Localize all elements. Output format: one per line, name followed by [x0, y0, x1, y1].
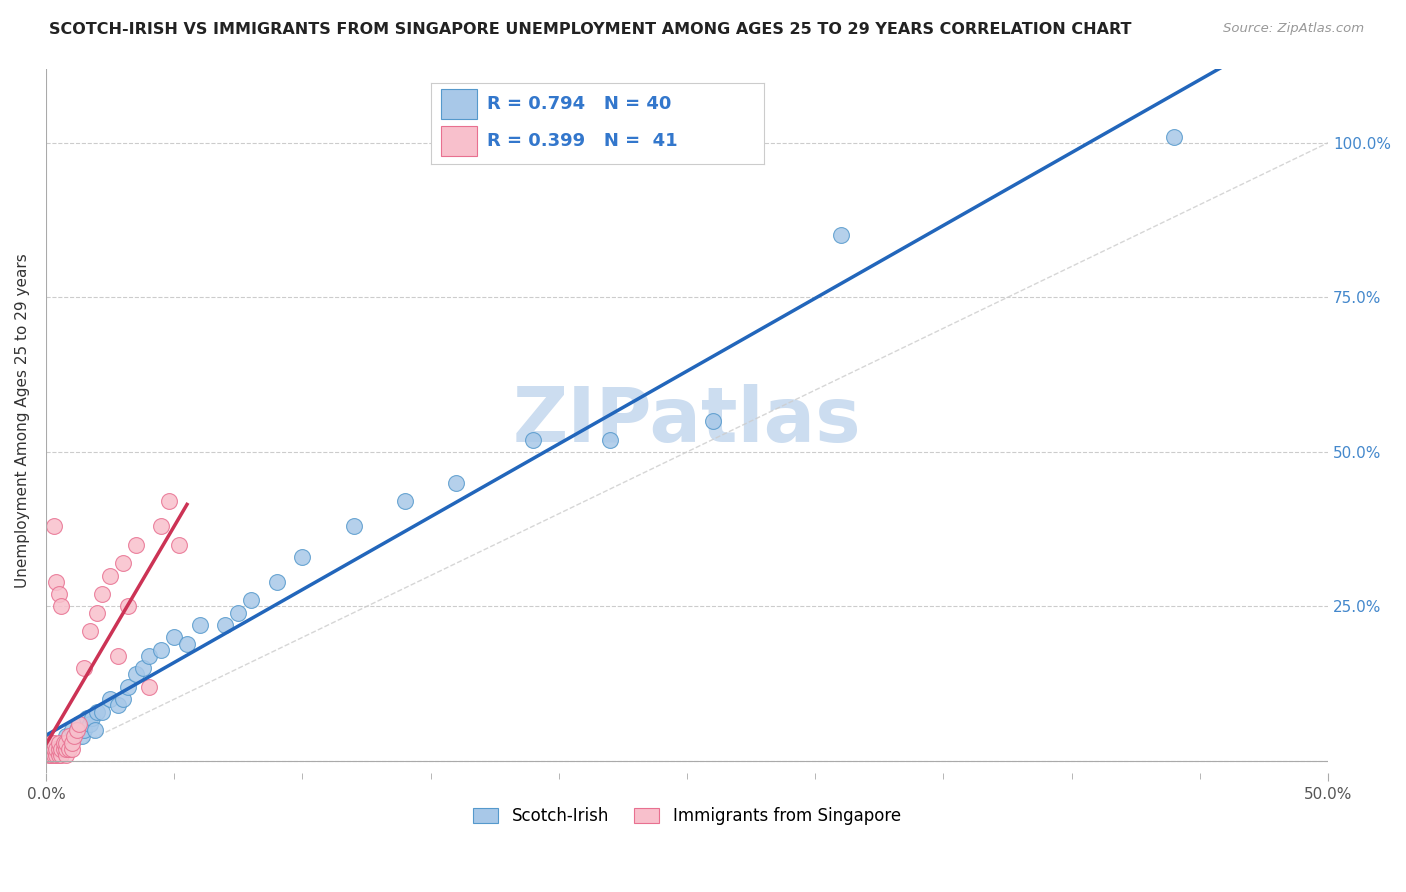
Point: [51, 747, 73, 762]
Point: [39, 735, 62, 749]
Point: [52, 735, 75, 749]
Point: [111, 556, 134, 570]
Point: [38, 747, 60, 762]
Point: [291, 549, 314, 564]
Point: [52, 735, 75, 749]
Point: [42, 735, 65, 749]
Point: [702, 414, 724, 428]
Point: [39, 747, 62, 762]
Point: [42, 741, 65, 756]
Point: [45, 741, 67, 756]
Point: [394, 494, 416, 508]
Point: [132, 661, 155, 675]
Point: [522, 433, 544, 447]
Point: [38, 735, 60, 749]
Point: [58, 735, 80, 749]
Point: [48, 741, 70, 756]
Point: [91, 705, 114, 719]
Point: [266, 574, 288, 589]
Point: [48, 747, 70, 762]
Point: [214, 618, 236, 632]
Point: [150, 642, 173, 657]
Point: [446, 475, 468, 490]
Point: [98, 568, 121, 582]
Point: [82, 711, 104, 725]
Point: [125, 538, 148, 552]
Point: [111, 692, 134, 706]
Point: [163, 631, 186, 645]
Point: [63, 729, 86, 743]
Point: [117, 599, 139, 614]
Point: [169, 538, 191, 552]
Point: [45, 574, 67, 589]
Point: [55, 741, 77, 756]
Point: [73, 661, 96, 675]
Point: [830, 228, 852, 243]
Point: [52, 741, 75, 756]
Point: [55, 735, 77, 749]
Point: [48, 587, 70, 601]
Point: [55, 747, 77, 762]
Point: [226, 606, 249, 620]
Point: [70, 729, 93, 743]
Point: [48, 741, 70, 756]
Point: [157, 494, 180, 508]
Point: [138, 648, 160, 663]
Point: [83, 723, 105, 738]
Point: [60, 735, 83, 749]
Point: [66, 723, 89, 738]
Point: [51, 741, 73, 756]
Point: [1163, 129, 1185, 144]
Point: [86, 606, 108, 620]
Point: [343, 519, 366, 533]
Point: [39, 741, 62, 756]
Point: [42, 519, 65, 533]
Point: [98, 692, 121, 706]
Point: [42, 747, 65, 762]
Point: [79, 624, 101, 639]
Point: [58, 729, 80, 743]
Point: [91, 587, 114, 601]
Point: [79, 717, 101, 731]
Point: [117, 680, 139, 694]
Point: [138, 680, 160, 694]
Point: [107, 648, 129, 663]
Point: [76, 711, 98, 725]
Text: SCOTCH-IRISH VS IMMIGRANTS FROM SINGAPORE UNEMPLOYMENT AMONG AGES 25 TO 29 YEARS: SCOTCH-IRISH VS IMMIGRANTS FROM SINGAPOR…: [49, 22, 1132, 37]
Point: [63, 729, 86, 743]
Point: [86, 705, 108, 719]
Point: [55, 729, 77, 743]
Point: [51, 599, 73, 614]
Point: [73, 723, 96, 738]
Point: [58, 741, 80, 756]
Point: [38, 741, 60, 756]
Point: [599, 433, 621, 447]
Point: [67, 717, 90, 731]
Y-axis label: Unemployment Among Ages 25 to 29 years: Unemployment Among Ages 25 to 29 years: [15, 253, 30, 589]
Text: Source: ZipAtlas.com: Source: ZipAtlas.com: [1223, 22, 1364, 36]
Point: [48, 735, 70, 749]
Point: [107, 698, 129, 713]
Point: [60, 741, 83, 756]
Point: [60, 723, 83, 738]
Legend: Scotch-Irish, Immigrants from Singapore: Scotch-Irish, Immigrants from Singapore: [474, 807, 901, 825]
Point: [188, 618, 211, 632]
Point: [150, 519, 173, 533]
Text: ZIPatlas: ZIPatlas: [513, 384, 862, 458]
Point: [67, 717, 90, 731]
Point: [45, 747, 67, 762]
Point: [125, 667, 148, 681]
Point: [66, 723, 89, 738]
Point: [240, 593, 263, 607]
Point: [176, 637, 198, 651]
